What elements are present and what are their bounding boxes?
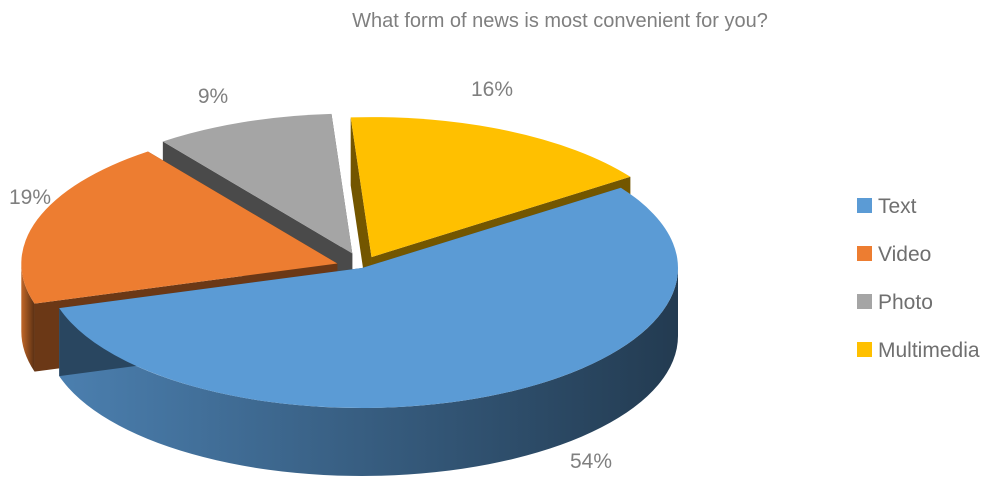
data-label-text: 54% [570,450,612,473]
data-label-video: 19% [9,186,51,209]
legend-label-photo: Photo [878,291,933,314]
legend-label-text: Text [878,195,917,218]
slice-top-photo [162,113,353,254]
slice-side-video [21,263,35,372]
legend-label-multimedia: Multimedia [878,339,980,362]
data-label-photo: 9% [198,85,228,108]
legend-swatch-photo [857,294,872,309]
slice-top-video [21,151,338,304]
pie-slices [21,113,679,477]
legend-item-video: Video [857,243,931,266]
data-labels: 54% 19% 9% 16% [9,78,612,473]
legend-swatch-text [857,198,872,213]
slice-top-multimedia [350,117,631,258]
slice-top-text [59,187,679,408]
legend-label-video: Video [878,243,931,266]
legend-swatch-video [857,246,872,261]
chart-title: What form of news is most convenient for… [352,10,768,32]
legend-item-multimedia: Multimedia [857,339,980,362]
data-label-multimedia: 16% [471,78,513,101]
legend-item-photo: Photo [857,291,933,314]
legend-swatch-multimedia [857,342,872,357]
slice-side-text [59,268,679,477]
legend-item-text: Text [857,195,917,218]
slice-text [59,187,679,477]
legend: Text Video Photo Multimedia [857,195,980,362]
